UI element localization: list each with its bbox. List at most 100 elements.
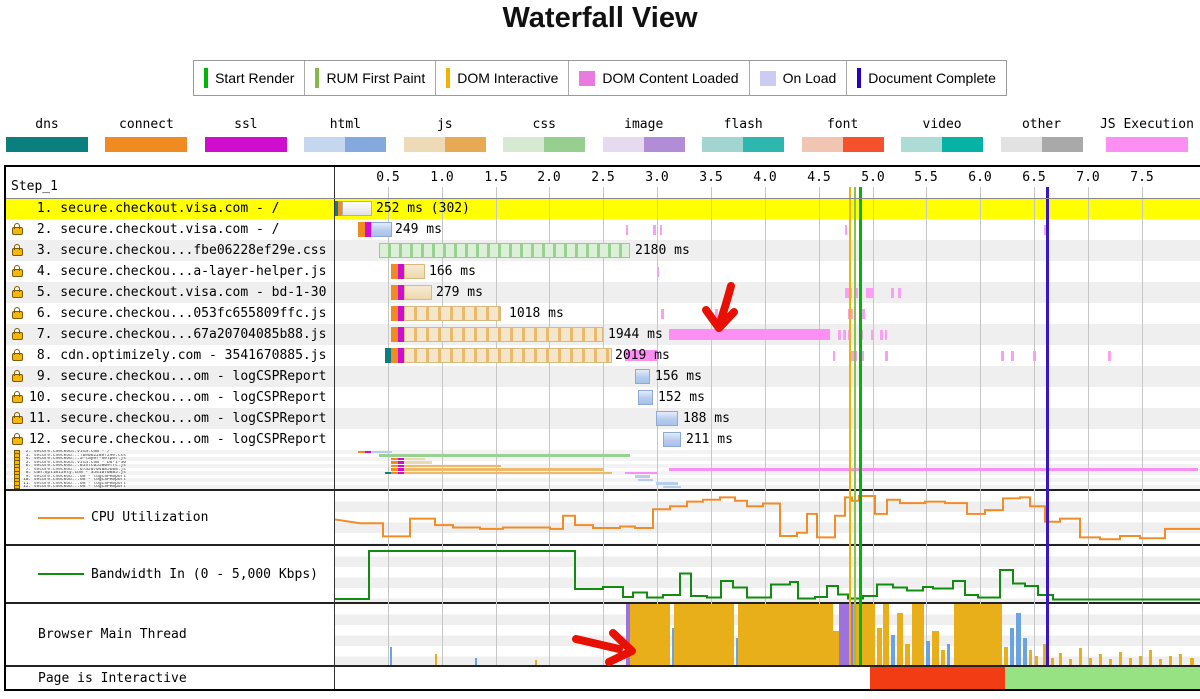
request-time-label: 252 ms (302) [376, 201, 470, 216]
main-thread-activity [672, 628, 674, 665]
mini-lock-icon [14, 457, 20, 461]
document-complete-swatch-icon [857, 68, 862, 88]
mini-lock-icon [14, 471, 20, 475]
request-label[interactable]: 11. secure.checkou...om - logCSPReport [29, 411, 327, 426]
request-label[interactable]: 4. secure.checkou...a-layer-helper.js [29, 264, 327, 279]
interactive-segment [335, 667, 870, 689]
mini-request-label-row: 12. secure.checkou...om - logCSPReport [6, 485, 334, 489]
mini-bar-ssl [398, 464, 404, 468]
main-thread-activity [1010, 628, 1014, 665]
resource-legend-ssl: ssl [204, 117, 287, 152]
request-time-label: 156 ms [655, 369, 702, 384]
request-label[interactable]: 6. secure.checkou...053fc655809ffc.js [29, 306, 327, 321]
lock-slot [12, 433, 29, 445]
mini-request-row [335, 478, 1200, 482]
cpu-utilization: CPU Utilization [6, 489, 334, 544]
bandwidth_in-line [335, 550, 1200, 601]
js-exec-tick [891, 288, 894, 298]
mini-lock-icon [14, 450, 20, 454]
lock-icon [12, 265, 23, 277]
lock-slot [12, 328, 29, 340]
bar-js-s [404, 306, 501, 321]
request-label[interactable]: 5. secure.checkout.visa.com - bd-1-30 [29, 285, 327, 300]
js-exec-tick [845, 225, 847, 235]
bar-dns [335, 201, 338, 216]
main-thread-activity [1059, 652, 1062, 665]
bandwidth-in: Bandwidth In (0 - 5,000 Kbps) [6, 544, 334, 602]
lock-icon [12, 244, 23, 256]
request-time-label: 1018 ms [509, 306, 564, 321]
legend-label: On Load [782, 70, 837, 86]
time-tick-label: 0.5 [376, 170, 400, 185]
mini-bar-ssl [398, 468, 404, 471]
request-label[interactable]: 2. secure.checkout.visa.com - / [29, 222, 280, 237]
mini-request-row [335, 453, 1200, 457]
bar-ssl [398, 327, 404, 342]
gridline [765, 187, 766, 665]
request-label[interactable]: 7. secure.checkou...67a20704085b88.js [29, 327, 327, 342]
request-row: 252 ms (302) [335, 198, 1200, 219]
main-thread-activity [1016, 613, 1021, 665]
resource-legend-label: connect [119, 117, 174, 132]
request-label[interactable]: 10. secure.checkou...om - logCSPReport [29, 390, 327, 405]
legend-item-dom-interactive: DOM Interactive [435, 61, 568, 95]
request-label[interactable]: 9. secure.checkou...om - logCSPReport [29, 369, 327, 384]
start-render-swatch-icon [204, 68, 209, 88]
request-row: 166 ms [335, 261, 1200, 282]
main-thread-activity [1079, 647, 1082, 665]
mini-bar-js-s [404, 464, 501, 468]
time-tick-label: 1.5 [484, 170, 508, 185]
request-label[interactable]: 1. secure.checkout.visa.com - / [29, 201, 280, 216]
lock-icon [12, 349, 23, 361]
mini-bar-js [404, 461, 432, 464]
lock-slot [12, 265, 29, 277]
request-time-label: 152 ms [658, 390, 705, 405]
chart-cpu_utilization [335, 489, 1200, 544]
lock-slot [12, 244, 29, 256]
main-thread-activity [891, 634, 895, 665]
page-title: Waterfall View [502, 2, 698, 34]
request-label-row: 11. secure.checkou...om - logCSPReport [6, 408, 334, 429]
timeline-pane: 0.5 1.0 1.5 2.0 2.5 3.0 3.5 4.0 4.5 5.0 5.5 6.0 6.5 7… [335, 167, 1200, 689]
cpu-utilization-label: CPU Utilization [91, 510, 209, 525]
request-label[interactable]: 3. secure.checkou...fbe06228ef29e.css [29, 243, 327, 258]
request-time-label: 279 ms [436, 285, 483, 300]
mini-request-label-row: 7. secure.checkou...67a20704085b88.js [6, 467, 334, 471]
main-thread-activity [475, 657, 477, 665]
mini-lock-icon [14, 485, 20, 489]
mini-request-row [335, 450, 1200, 454]
bar-jsx [669, 329, 830, 340]
request-label-row: 5. secure.checkout.visa.com - bd-1-30 [6, 282, 334, 303]
bar-ssl [398, 306, 404, 321]
js-exec-tick [1033, 351, 1036, 361]
main-thread-activity [1004, 646, 1008, 665]
legend-label: Start Render [215, 70, 295, 86]
request-time-label: 211 ms [686, 432, 733, 447]
mini-bar-ssl [398, 457, 404, 461]
resource-legend-label: dns [35, 117, 59, 132]
request-label[interactable]: 8. cdn.optimizely.com - 3541670885.js [29, 348, 327, 363]
gridline [1034, 187, 1035, 665]
js-exec-tick [657, 267, 659, 277]
mini-request-label-row: 9. secure.checkou...om - logCSPReport [6, 474, 334, 478]
request-label-row: 8. cdn.optimizely.com - 3541670885.js [6, 345, 334, 366]
main-thread-activity [1089, 657, 1092, 665]
request-row: 211 ms [335, 429, 1200, 450]
interactive-segment [870, 667, 1005, 689]
legend-label: DOM Content Loaded [602, 70, 739, 86]
js-exec-tick [833, 351, 835, 361]
bar-html [371, 222, 392, 237]
request-label[interactable]: 12. secure.checkou...om - logCSPReport [29, 432, 327, 447]
js-exec-tick [653, 225, 656, 235]
main-thread-activity [1119, 651, 1122, 665]
main-thread-activity [736, 637, 738, 665]
js-exec-tick [845, 288, 852, 298]
mini-request-label: 5. secure.checkout.visa.com - bd-1-30 [23, 460, 126, 465]
legend-item-dom-content-loaded: DOM Content Loaded [568, 61, 748, 95]
main-thread-activity [1159, 658, 1162, 665]
main-thread-track [335, 602, 1200, 665]
js-exec-tick [885, 330, 887, 340]
lock-slot [12, 370, 29, 382]
request-row: 188 ms [335, 408, 1200, 429]
js-exec-tick [866, 288, 874, 298]
